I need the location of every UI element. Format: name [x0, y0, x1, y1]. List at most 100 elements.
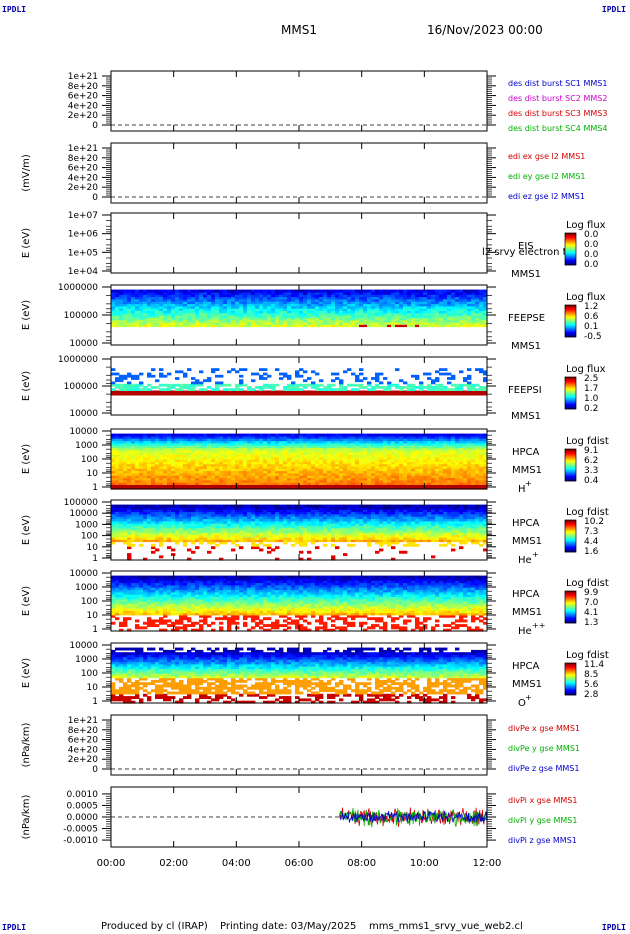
heatmap-cell	[207, 463, 212, 467]
heatmap-cell	[187, 296, 192, 300]
heatmap-cell	[295, 370, 300, 374]
heatmap-cell	[195, 459, 200, 462]
heatmap-cell	[447, 289, 452, 293]
heatmap-cell	[399, 433, 404, 437]
heatmap-cell	[255, 454, 260, 458]
heatmap-cell	[431, 303, 436, 307]
heatmap-cell	[123, 518, 128, 522]
heatmap-cell	[291, 472, 296, 476]
heatmap-cell	[151, 310, 156, 314]
heatmap-cell	[379, 303, 384, 307]
heatmap-cell	[455, 298, 460, 302]
heatmap-cell	[299, 475, 304, 479]
heatmap-cell	[407, 479, 412, 483]
heatmap-cell	[383, 461, 388, 465]
heatmap-cell	[443, 438, 448, 442]
heatmap-cell	[411, 461, 416, 465]
heatmap-cell	[127, 523, 132, 526]
heatmap-cell	[327, 388, 332, 391]
heatmap-cell	[111, 472, 116, 476]
heatmap-cell	[447, 438, 452, 442]
heatmap-cell	[443, 470, 448, 474]
heatmap-cell	[119, 321, 124, 325]
heatmap-cell	[191, 468, 196, 472]
heatmap-cell	[203, 442, 208, 446]
heatmap-cell	[171, 475, 176, 479]
heatmap-cell	[471, 442, 476, 446]
heatmap-cell	[231, 298, 236, 302]
heatmap-cell	[211, 438, 216, 442]
heatmap-cell	[267, 433, 272, 437]
heatmap-cell	[159, 472, 164, 476]
heatmap-cell	[207, 291, 212, 295]
heatmap-cell	[415, 445, 420, 449]
heatmap-cell	[383, 392, 388, 396]
heatmap-cell	[307, 475, 312, 479]
heatmap-cell	[191, 324, 196, 328]
heatmap-cell	[391, 479, 396, 483]
heatmap-cell	[291, 390, 296, 394]
y-tick-label: 0	[92, 193, 98, 203]
heatmap-cell	[135, 539, 140, 543]
heatmap-cell	[331, 459, 336, 462]
heatmap-cell	[467, 477, 472, 481]
colorbar-segment	[565, 238, 576, 240]
heatmap-cell	[419, 298, 424, 302]
heatmap-cell	[403, 291, 408, 295]
heatmap-cell	[279, 452, 284, 455]
heatmap-cell	[171, 470, 176, 474]
heatmap-cell	[463, 308, 468, 311]
heatmap-cell	[459, 470, 464, 474]
heatmap-cell	[351, 392, 356, 396]
heatmap-cell	[431, 472, 436, 476]
heatmap-cell	[155, 315, 160, 318]
heatmap-cell	[215, 454, 220, 458]
colorbar-tick-label: 2.5	[584, 374, 598, 384]
heatmap-cell	[259, 291, 264, 295]
heatmap-cell	[327, 452, 332, 455]
heatmap-cell	[375, 372, 380, 376]
heatmap-cell	[447, 463, 452, 467]
heatmap-cell	[427, 390, 432, 394]
heatmap-cell	[343, 438, 348, 442]
heatmap-cell	[143, 312, 148, 316]
heatmap-cell	[287, 291, 292, 295]
heatmap-cell	[467, 459, 472, 462]
heatmap-cell	[131, 509, 136, 513]
heatmap-cell	[135, 308, 140, 311]
heatmap-cell	[191, 386, 196, 389]
heatmap-cell	[239, 310, 244, 314]
heatmap-cell	[143, 511, 148, 515]
heatmap-cell	[447, 484, 452, 488]
heatmap-cell	[455, 472, 460, 476]
heatmap-cell	[347, 456, 352, 460]
heatmap-cell	[139, 459, 144, 462]
colorbar-segment	[565, 240, 576, 242]
heatmap-cell	[431, 484, 436, 488]
heatmap-cell	[155, 454, 160, 458]
heatmap-cell	[303, 477, 308, 481]
heatmap-cell	[123, 520, 128, 524]
heatmap-cell	[211, 305, 216, 309]
heatmap-cell	[339, 470, 344, 474]
heatmap-cell	[239, 461, 244, 465]
heatmap-cell	[223, 463, 228, 467]
heatmap-cell	[155, 461, 160, 465]
heatmap-cell	[467, 456, 472, 460]
heatmap-cell	[195, 435, 200, 439]
heatmap-cell	[299, 461, 304, 465]
heatmap-cell	[407, 486, 412, 490]
heatmap-cell	[139, 454, 144, 458]
heatmap-cell	[459, 298, 464, 302]
heatmap-cell	[147, 539, 152, 543]
heatmap-cell	[231, 445, 236, 449]
heatmap-cell	[479, 319, 484, 323]
heatmap-cell	[207, 482, 212, 485]
heatmap-cell	[151, 482, 156, 485]
heatmap-cell	[279, 321, 284, 325]
heatmap-cell	[475, 479, 480, 483]
heatmap-cell	[331, 388, 336, 391]
heatmap-cell	[131, 374, 136, 378]
heatmap-cell	[415, 305, 420, 309]
heatmap-cell	[375, 468, 380, 472]
